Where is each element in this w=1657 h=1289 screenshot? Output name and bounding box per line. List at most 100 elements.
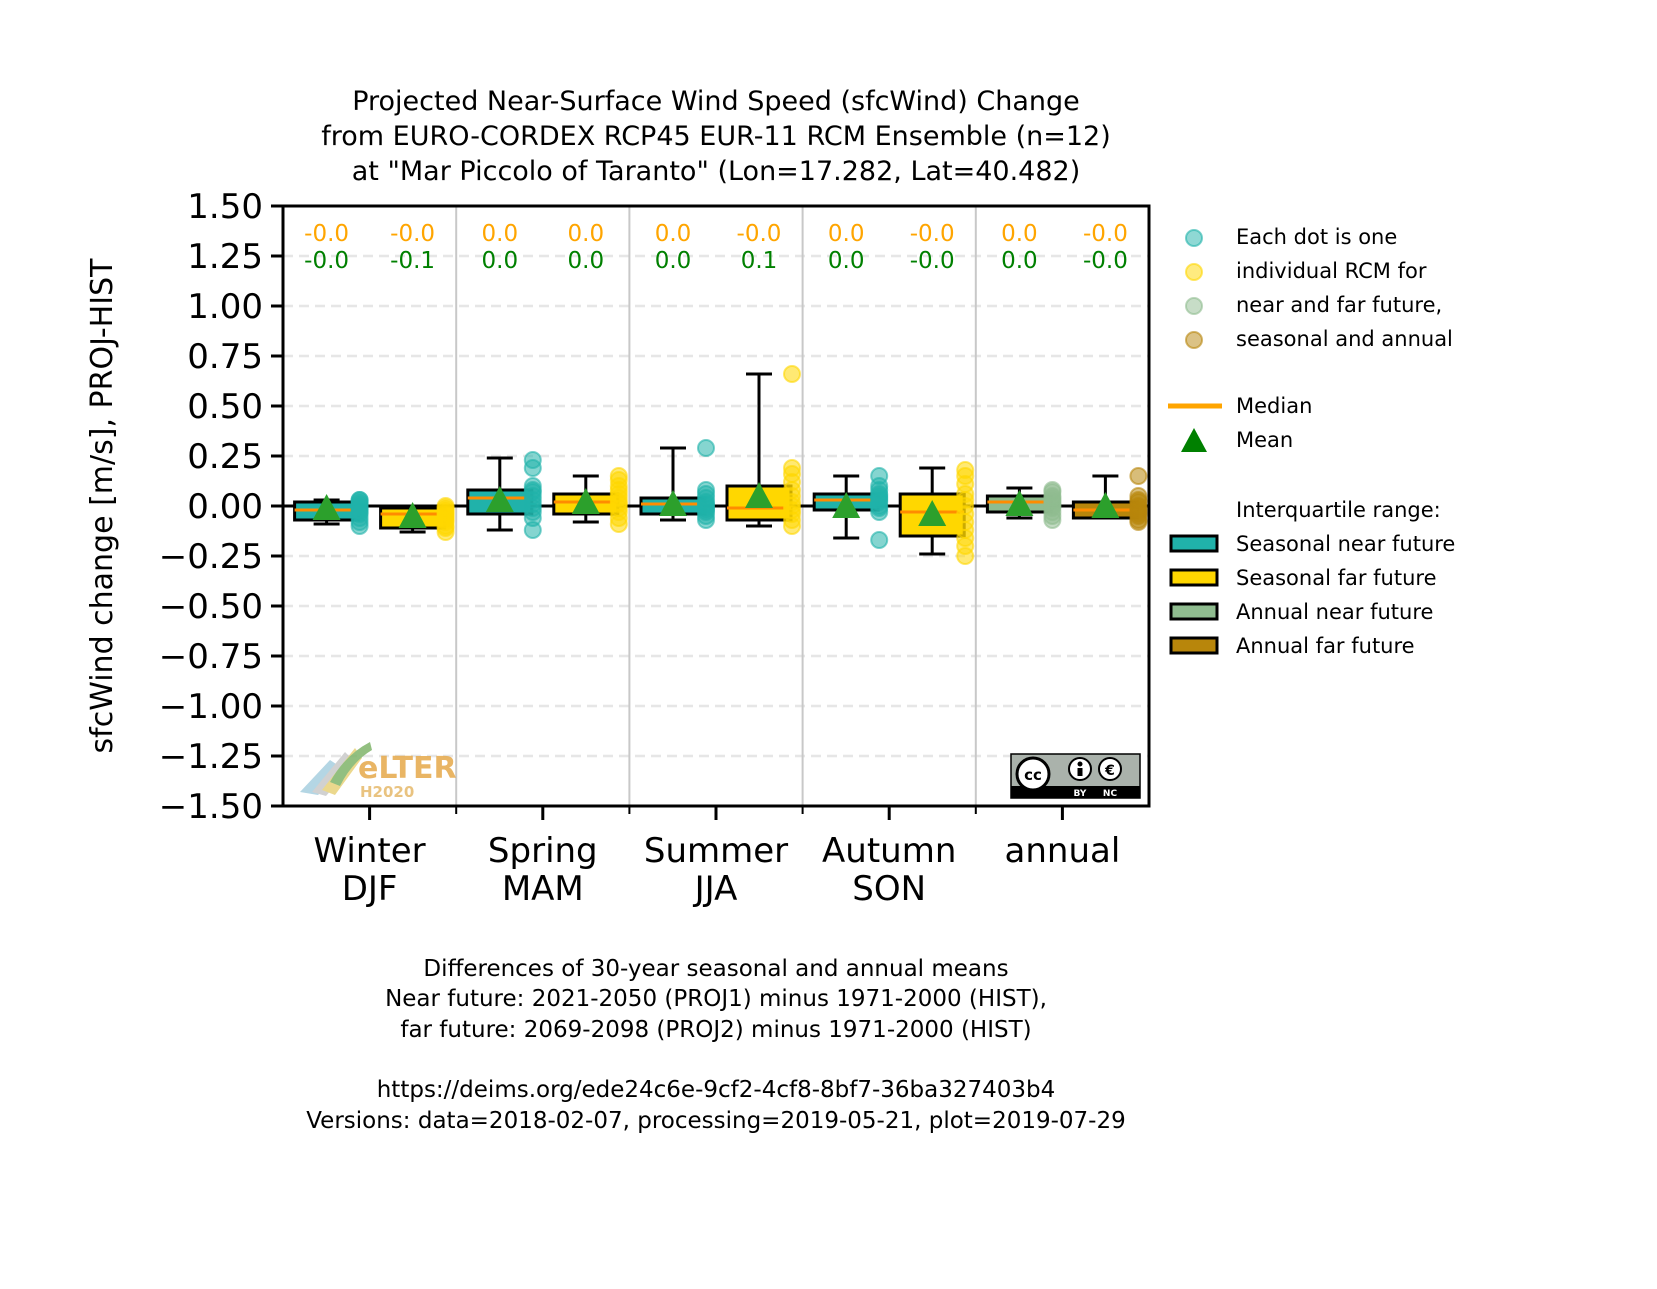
y-axis-ticks: 1.50 1.25 1.00 0.75 0.50 0.25 0.00 −0.25 −0.50 −0… [159, 187, 283, 827]
legend-iqr-title: Interquartile range: [1236, 498, 1441, 522]
footer-line-3: far future: 2069-2098 (PROJ2) minus 1971… [400, 1017, 1031, 1043]
cc-icon-text: cc [1024, 766, 1042, 784]
mean-marker [659, 490, 687, 516]
footer-line-1: Differences of 30-year seasonal and annu… [423, 956, 1008, 982]
elter-logo-word: eLTER [358, 751, 457, 786]
legend-swatch-annual-far [1169, 636, 1219, 655]
y-tick-label: 0.25 [187, 437, 263, 477]
rcm-point [870, 467, 889, 485]
title-line-1: Projected Near-Surface Wind Speed (sfcWi… [352, 86, 1080, 117]
mean-value-label: -0.0 [910, 248, 955, 274]
legend-iqr-label-4: Annual far future [1236, 634, 1415, 658]
legend-iqr-label-2: Seasonal far future [1236, 566, 1437, 590]
mean-marker [312, 494, 341, 520]
mean-marker [485, 486, 514, 512]
legend-dot-seasonal-near [1185, 229, 1203, 247]
x-tick-label-line2: SON [852, 869, 926, 909]
x-tick-label-line1: Spring [488, 831, 598, 871]
box-group-near-seasonal [293, 491, 369, 535]
box-group-near-seasonal [812, 467, 889, 549]
mean-value-label: -0.0 [304, 248, 349, 274]
mean-value-label: 0.0 [655, 248, 692, 274]
rcm-point [523, 451, 542, 469]
mean-marker [398, 502, 427, 528]
median-value-label: 0.0 [568, 221, 605, 247]
y-tick-label: 1.00 [187, 287, 263, 327]
rcm-point [609, 467, 628, 485]
y-tick-label: −1.00 [159, 687, 263, 727]
legend-dots-text-1: Each dot is one [1236, 225, 1397, 249]
rcm-point [523, 477, 542, 495]
title-line-2: from EURO-CORDEX RCP45 EUR-11 RCM Ensemb… [321, 121, 1111, 152]
legend-swatch-seasonal-far [1169, 568, 1219, 587]
footer: Differences of 30-year seasonal and annu… [306, 956, 1126, 1134]
boxes-layer [293, 365, 1148, 565]
box-group-near-annual [985, 481, 1062, 529]
median-value-label: 0.0 [655, 221, 692, 247]
mean-marker [1091, 492, 1120, 518]
legend-iqr-label-3: Annual near future [1236, 600, 1433, 624]
x-tick-label-line2: DJF [342, 869, 398, 909]
y-tick-label: 0.75 [187, 337, 263, 377]
mean-value-label: 0.0 [482, 248, 519, 274]
rcm-point [697, 481, 715, 499]
y-tick-label: 1.25 [187, 237, 263, 277]
mean-value-label: -0.1 [390, 248, 435, 274]
median-value-label: -0.0 [1083, 221, 1128, 247]
y-tick-label: −1.25 [159, 737, 263, 777]
cc-by-label: BY [1074, 789, 1087, 799]
y-tick-label: 0.00 [187, 487, 263, 527]
box-group-far-annual [1071, 467, 1148, 531]
rcm-point [783, 365, 801, 383]
y-tick-label: 0.50 [187, 387, 263, 427]
by-person-body [1077, 768, 1083, 776]
cc-nc-label: NC [1103, 789, 1118, 799]
y-tick-label: 1.50 [187, 187, 263, 227]
y-axis-label: sfcWind change [m/s], PROJ-HIST [85, 258, 120, 754]
legend-mean-label: Mean [1236, 428, 1293, 452]
x-tick-label-line2: MAM [502, 869, 584, 909]
mean-value-label: -0.0 [1083, 248, 1128, 274]
legend-dot-seasonal-far [1185, 263, 1203, 281]
box-group-near-seasonal [639, 439, 715, 529]
rcm-point [436, 511, 455, 529]
cc-by-nc-badge: cc € BY NC [1010, 753, 1141, 799]
legend-mean-triangle [1181, 428, 1207, 452]
legend-iqr-label-1: Seasonal near future [1236, 532, 1455, 556]
legend-dot-annual-near [1185, 297, 1203, 315]
elter-logo: eLTER H2020 [300, 742, 457, 801]
mean-value-label: 0.0 [1001, 248, 1038, 274]
footer-versions: Versions: data=2018-02-07, processing=20… [306, 1108, 1126, 1134]
chart-title: Projected Near-Surface Wind Speed (sfcWi… [321, 86, 1111, 187]
mean-value-label: 0.1 [741, 248, 778, 274]
y-tick-label: −0.25 [159, 537, 263, 577]
mean-marker [745, 482, 773, 508]
mean-value-label: 0.0 [828, 248, 865, 274]
footer-url[interactable]: https://deims.org/ede24c6e-9cf2-4cf8-8bf… [377, 1077, 1056, 1103]
mean-value-label: 0.0 [568, 248, 605, 274]
plot-frame [281, 204, 1151, 808]
rcm-point [783, 459, 801, 477]
title-line-3: at "Mar Piccolo of Taranto" (Lon=17.282,… [352, 156, 1081, 187]
rcm-point [956, 461, 975, 479]
median-value-label: 0.0 [828, 221, 865, 247]
legend-dots-text-3: near and far future, [1236, 293, 1442, 317]
nc-euro-glyph: € [1104, 763, 1115, 779]
median-value-label: -0.0 [910, 221, 955, 247]
box-group-near-seasonal [466, 451, 542, 539]
x-tick-label-line2: JJA [693, 869, 738, 909]
rcm-point [1129, 467, 1148, 485]
x-tick-label-line1: annual [1005, 831, 1121, 871]
legend-dot-annual-far [1185, 331, 1203, 349]
legend-swatch-annual-near [1169, 602, 1219, 621]
mean-marker [918, 500, 947, 526]
median-value-label: -0.0 [737, 221, 782, 247]
median-value-label: 0.0 [482, 221, 519, 247]
grid-lines [283, 254, 1149, 758]
rcm-point [1043, 481, 1062, 499]
nc-euro-icon [1098, 757, 1122, 781]
elter-logo-text: eLTER [358, 751, 457, 786]
by-person-head [1077, 761, 1083, 767]
